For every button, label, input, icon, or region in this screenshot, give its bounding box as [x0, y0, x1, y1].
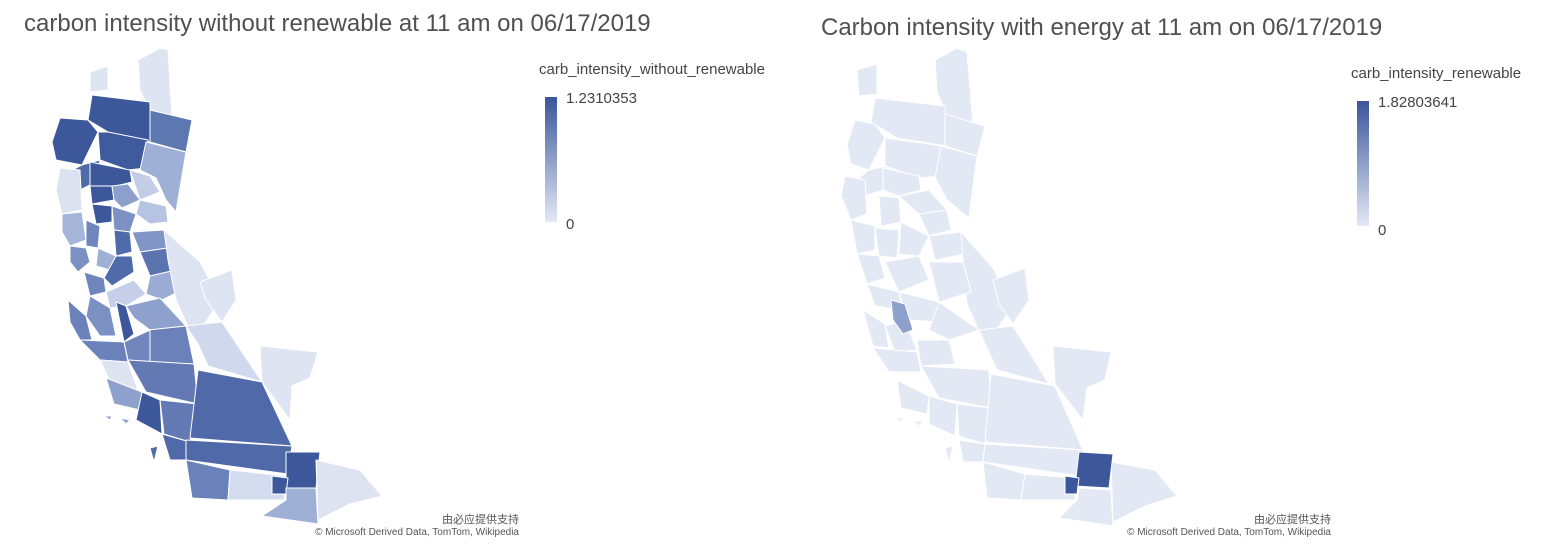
region — [916, 339, 956, 367]
region — [105, 279, 147, 309]
region — [978, 325, 1050, 385]
left-choropleth-map[interactable] — [0, 0, 779, 560]
region — [850, 219, 876, 255]
region — [261, 487, 319, 525]
region — [958, 439, 986, 463]
map-credits[interactable]: © Microsoft Derived Data, TomTom, Wikipe… — [1127, 527, 1331, 538]
map-credits[interactable]: © Microsoft Derived Data, TomTom, Wikipe… — [315, 527, 519, 538]
region — [113, 229, 133, 257]
left-legend-gradient — [545, 97, 557, 222]
left-map-title: carbon intensity without renewable at 11… — [24, 10, 651, 37]
region — [992, 267, 1030, 325]
region — [185, 321, 263, 383]
right-legend-max: 1.82803641 — [1378, 94, 1458, 111]
region — [856, 253, 886, 285]
left-legend-max: 1.2310353 — [566, 90, 637, 107]
region — [934, 145, 978, 219]
region — [315, 459, 383, 521]
region — [89, 65, 109, 93]
region — [83, 271, 107, 297]
region — [285, 451, 321, 489]
right-legend-gradient — [1357, 101, 1369, 226]
region — [872, 347, 922, 373]
region — [1064, 475, 1080, 495]
region — [882, 167, 922, 197]
region — [918, 209, 952, 237]
left-map-panel: carbon intensity without renewable at 11… — [0, 0, 779, 560]
region — [199, 269, 237, 323]
region — [878, 195, 902, 227]
region — [119, 417, 131, 425]
region — [91, 203, 113, 225]
region — [129, 169, 161, 201]
region — [884, 255, 930, 293]
region — [103, 255, 135, 287]
region — [840, 175, 868, 221]
bing-provider-label: 由必应提供支持 — [442, 514, 519, 526]
region — [912, 419, 924, 427]
region — [1052, 345, 1112, 421]
region — [111, 183, 141, 209]
region — [55, 167, 83, 215]
region — [149, 445, 159, 463]
region — [1020, 473, 1078, 501]
right-legend-min: 0 — [1378, 222, 1387, 239]
region — [185, 459, 231, 501]
region — [870, 97, 948, 147]
region — [103, 415, 113, 421]
region — [69, 245, 91, 273]
right-map-title: Carbon intensity with energy at 11 am on… — [821, 14, 1383, 41]
right-map-attribution: 由必应提供支持 © Microsoft Derived Data, TomTom… — [1127, 511, 1331, 538]
region — [928, 231, 966, 261]
region — [115, 301, 135, 343]
region — [890, 299, 914, 335]
region — [89, 185, 115, 205]
region — [79, 339, 129, 363]
region — [944, 445, 954, 463]
region — [1110, 461, 1178, 523]
bing-provider-label: 由必应提供支持 — [1254, 514, 1331, 526]
region — [147, 325, 195, 365]
region — [928, 395, 958, 437]
right-map-panel: Carbon intensity with energy at 11 am on… — [779, 0, 1558, 560]
region — [135, 199, 169, 225]
region — [111, 205, 137, 233]
region — [85, 295, 117, 337]
region — [896, 379, 930, 415]
region — [874, 227, 900, 259]
left-legend-min: 0 — [566, 216, 575, 233]
region — [862, 309, 890, 349]
region — [894, 417, 904, 423]
region — [1058, 487, 1114, 527]
region — [1074, 451, 1114, 489]
region — [163, 229, 221, 341]
region — [61, 211, 87, 247]
right-choropleth-map[interactable] — [779, 0, 1558, 560]
region — [139, 141, 187, 213]
region — [928, 261, 972, 303]
region — [856, 63, 878, 97]
right-legend-title: carb_intensity_renewable — [1351, 65, 1522, 82]
region — [51, 117, 99, 166]
left-legend-title: carb_intensity_without_renewable — [539, 61, 765, 78]
region — [884, 137, 944, 179]
left-map-attribution: 由必应提供支持 © Microsoft Derived Data, TomTom… — [315, 511, 519, 538]
